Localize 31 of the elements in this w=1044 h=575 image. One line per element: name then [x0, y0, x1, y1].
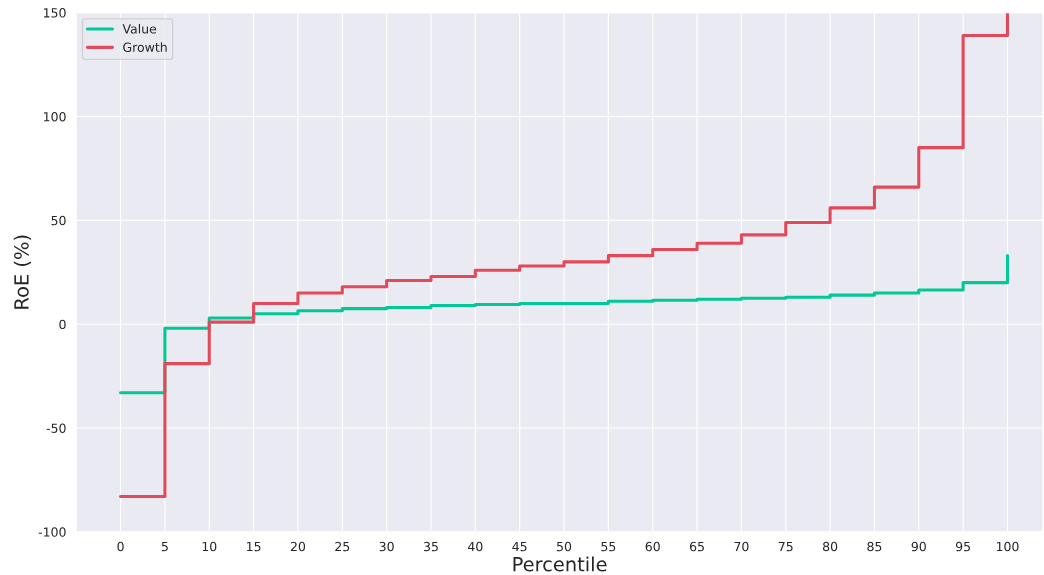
x-tick-label: 25 [335, 541, 350, 552]
x-tick-label: 20 [290, 541, 306, 552]
x-tick-label: 65 [689, 541, 704, 552]
x-tick-label: 100 [996, 541, 1019, 552]
legend-label: Growth [123, 42, 167, 52]
x-tick-label: 75 [778, 541, 793, 552]
y-tick-label: -50 [46, 423, 66, 433]
x-tick-label: 60 [645, 541, 660, 552]
y-tick-label: 100 [44, 111, 66, 122]
x-tick-label: 10 [202, 541, 217, 552]
y-tick-label: 50 [51, 215, 66, 226]
x-tick-label: 70 [734, 541, 749, 552]
x-tick-label: 5 [161, 541, 168, 552]
y-tick-label: 0 [59, 319, 66, 330]
x-tick-label: 45 [512, 541, 527, 552]
x-tick-label: 15 [247, 541, 261, 552]
x-tick-label: 55 [601, 541, 616, 552]
x-tick-label: 0 [117, 541, 124, 552]
y-tick-label: -100 [38, 527, 66, 537]
x-tick-label: 90 [911, 541, 926, 552]
x-tick-label: 35 [423, 541, 438, 552]
x-tick-label: 80 [822, 541, 838, 552]
y-axis-title: RoE (%) [13, 235, 32, 309]
x-axis-title: Percentile [513, 556, 607, 572]
y-tick-label: 150 [44, 8, 66, 18]
x-tick-label: 95 [955, 541, 970, 552]
x-tick-label: 40 [467, 541, 483, 552]
x-tick-label: 85 [867, 541, 882, 552]
x-tick-label: 30 [379, 541, 394, 552]
legend-label: Value [122, 23, 157, 34]
x-tick-label: 50 [557, 541, 572, 552]
